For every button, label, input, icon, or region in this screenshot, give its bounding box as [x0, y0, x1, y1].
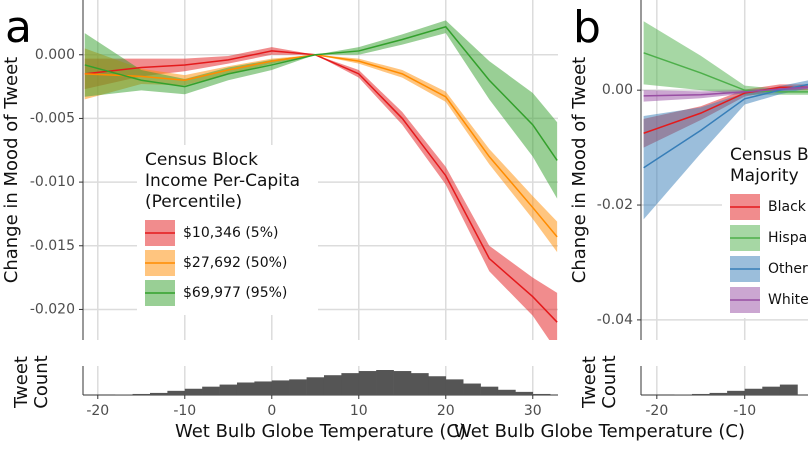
y-tick-label: -0.010	[30, 174, 75, 190]
histogram-bar	[184, 388, 203, 395]
histogram-bar	[445, 379, 464, 395]
histogram-label: Count	[599, 355, 620, 408]
confidence-band	[643, 21, 808, 95]
y-tick-label: 0.000	[35, 47, 75, 63]
histogram-bar	[202, 386, 220, 395]
x-axis-title: Wet Bulb Globe Temperature (C)	[175, 421, 466, 442]
histogram-bar	[762, 386, 781, 395]
y-tick-label: -0.02	[597, 197, 633, 213]
series-line	[643, 86, 808, 97]
x-tick-label: 10	[350, 403, 368, 419]
legend-label: Other	[768, 261, 808, 277]
histogram-bar	[480, 386, 499, 395]
y-tick-label: -0.020	[30, 301, 75, 317]
x-tick-label: -20	[645, 403, 668, 419]
histogram-label: Tweet	[579, 356, 600, 409]
series-line	[84, 53, 558, 238]
histogram-bar	[149, 392, 168, 395]
x-tick-label: 0	[267, 403, 276, 419]
legend-label: $69,977 (95%)	[183, 285, 287, 301]
histogram-bar	[289, 379, 307, 395]
histogram-bar	[393, 371, 412, 395]
histogram-bar	[532, 393, 551, 395]
legend-label: White	[768, 292, 808, 308]
histogram-bar	[779, 384, 798, 395]
series-line	[643, 86, 808, 134]
histogram-bar	[497, 389, 516, 395]
histogram-bar	[410, 373, 429, 395]
histogram-bar	[219, 384, 238, 395]
legend-title: Census Block	[730, 145, 808, 165]
histogram-label: Tweet	[11, 356, 32, 409]
histogram-bar	[727, 390, 746, 395]
legend-label: Black	[768, 199, 807, 215]
series-line	[643, 52, 808, 93]
histogram-bar	[376, 370, 394, 395]
panel-label: b	[573, 2, 601, 53]
histogram-bar	[306, 377, 325, 395]
histogram-bar	[236, 382, 255, 395]
x-tick-label: 20	[437, 403, 455, 419]
y-tick-label: 0.00	[602, 82, 633, 98]
confidence-band	[643, 80, 808, 220]
histogram-bar	[744, 388, 763, 395]
histogram-bar	[271, 380, 290, 395]
series-line	[84, 50, 558, 323]
histogram-bar	[709, 392, 728, 395]
histogram-bar	[167, 390, 186, 395]
legend-label: $27,692 (50%)	[183, 255, 287, 271]
plot-area	[643, 21, 808, 220]
legend-label: Hispanic	[768, 230, 808, 246]
series-line	[84, 25, 558, 161]
y-tick-label: -0.04	[597, 312, 633, 328]
x-tick-label: -20	[86, 403, 109, 419]
histogram-bar	[254, 381, 273, 395]
legend-label: $10,346 (5%)	[183, 225, 278, 241]
histogram-bar	[132, 393, 151, 395]
y-axis-title: Change in Mood of Tweet	[1, 57, 22, 284]
y-tick-label: -0.005	[30, 110, 75, 126]
legend-title: Census Block	[145, 150, 258, 170]
panel-label: a	[5, 2, 32, 53]
x-axis-title: Wet Bulb Globe Temperature (C)	[454, 421, 745, 442]
x-tick-label: -10	[733, 403, 756, 419]
histogram-bar	[515, 391, 534, 395]
histogram-bar	[463, 383, 481, 395]
x-tick-label: -10	[173, 403, 196, 419]
y-tick-label: -0.015	[30, 238, 75, 254]
histogram-label: Count	[31, 355, 52, 408]
legend-title: Income Per-Capita	[145, 171, 300, 191]
legend-title: (Percentile)	[145, 192, 242, 212]
plot-area	[84, 20, 558, 340]
x-tick-label: 30	[524, 403, 542, 419]
histogram-bar	[341, 373, 360, 395]
histogram-bar	[691, 393, 710, 395]
y-axis-title: Change in Mood of Tweet	[569, 57, 590, 284]
legend-title: Majority	[730, 166, 799, 186]
histogram-bar	[358, 371, 377, 395]
histogram-bar	[323, 375, 342, 395]
histogram-bar	[428, 376, 447, 395]
